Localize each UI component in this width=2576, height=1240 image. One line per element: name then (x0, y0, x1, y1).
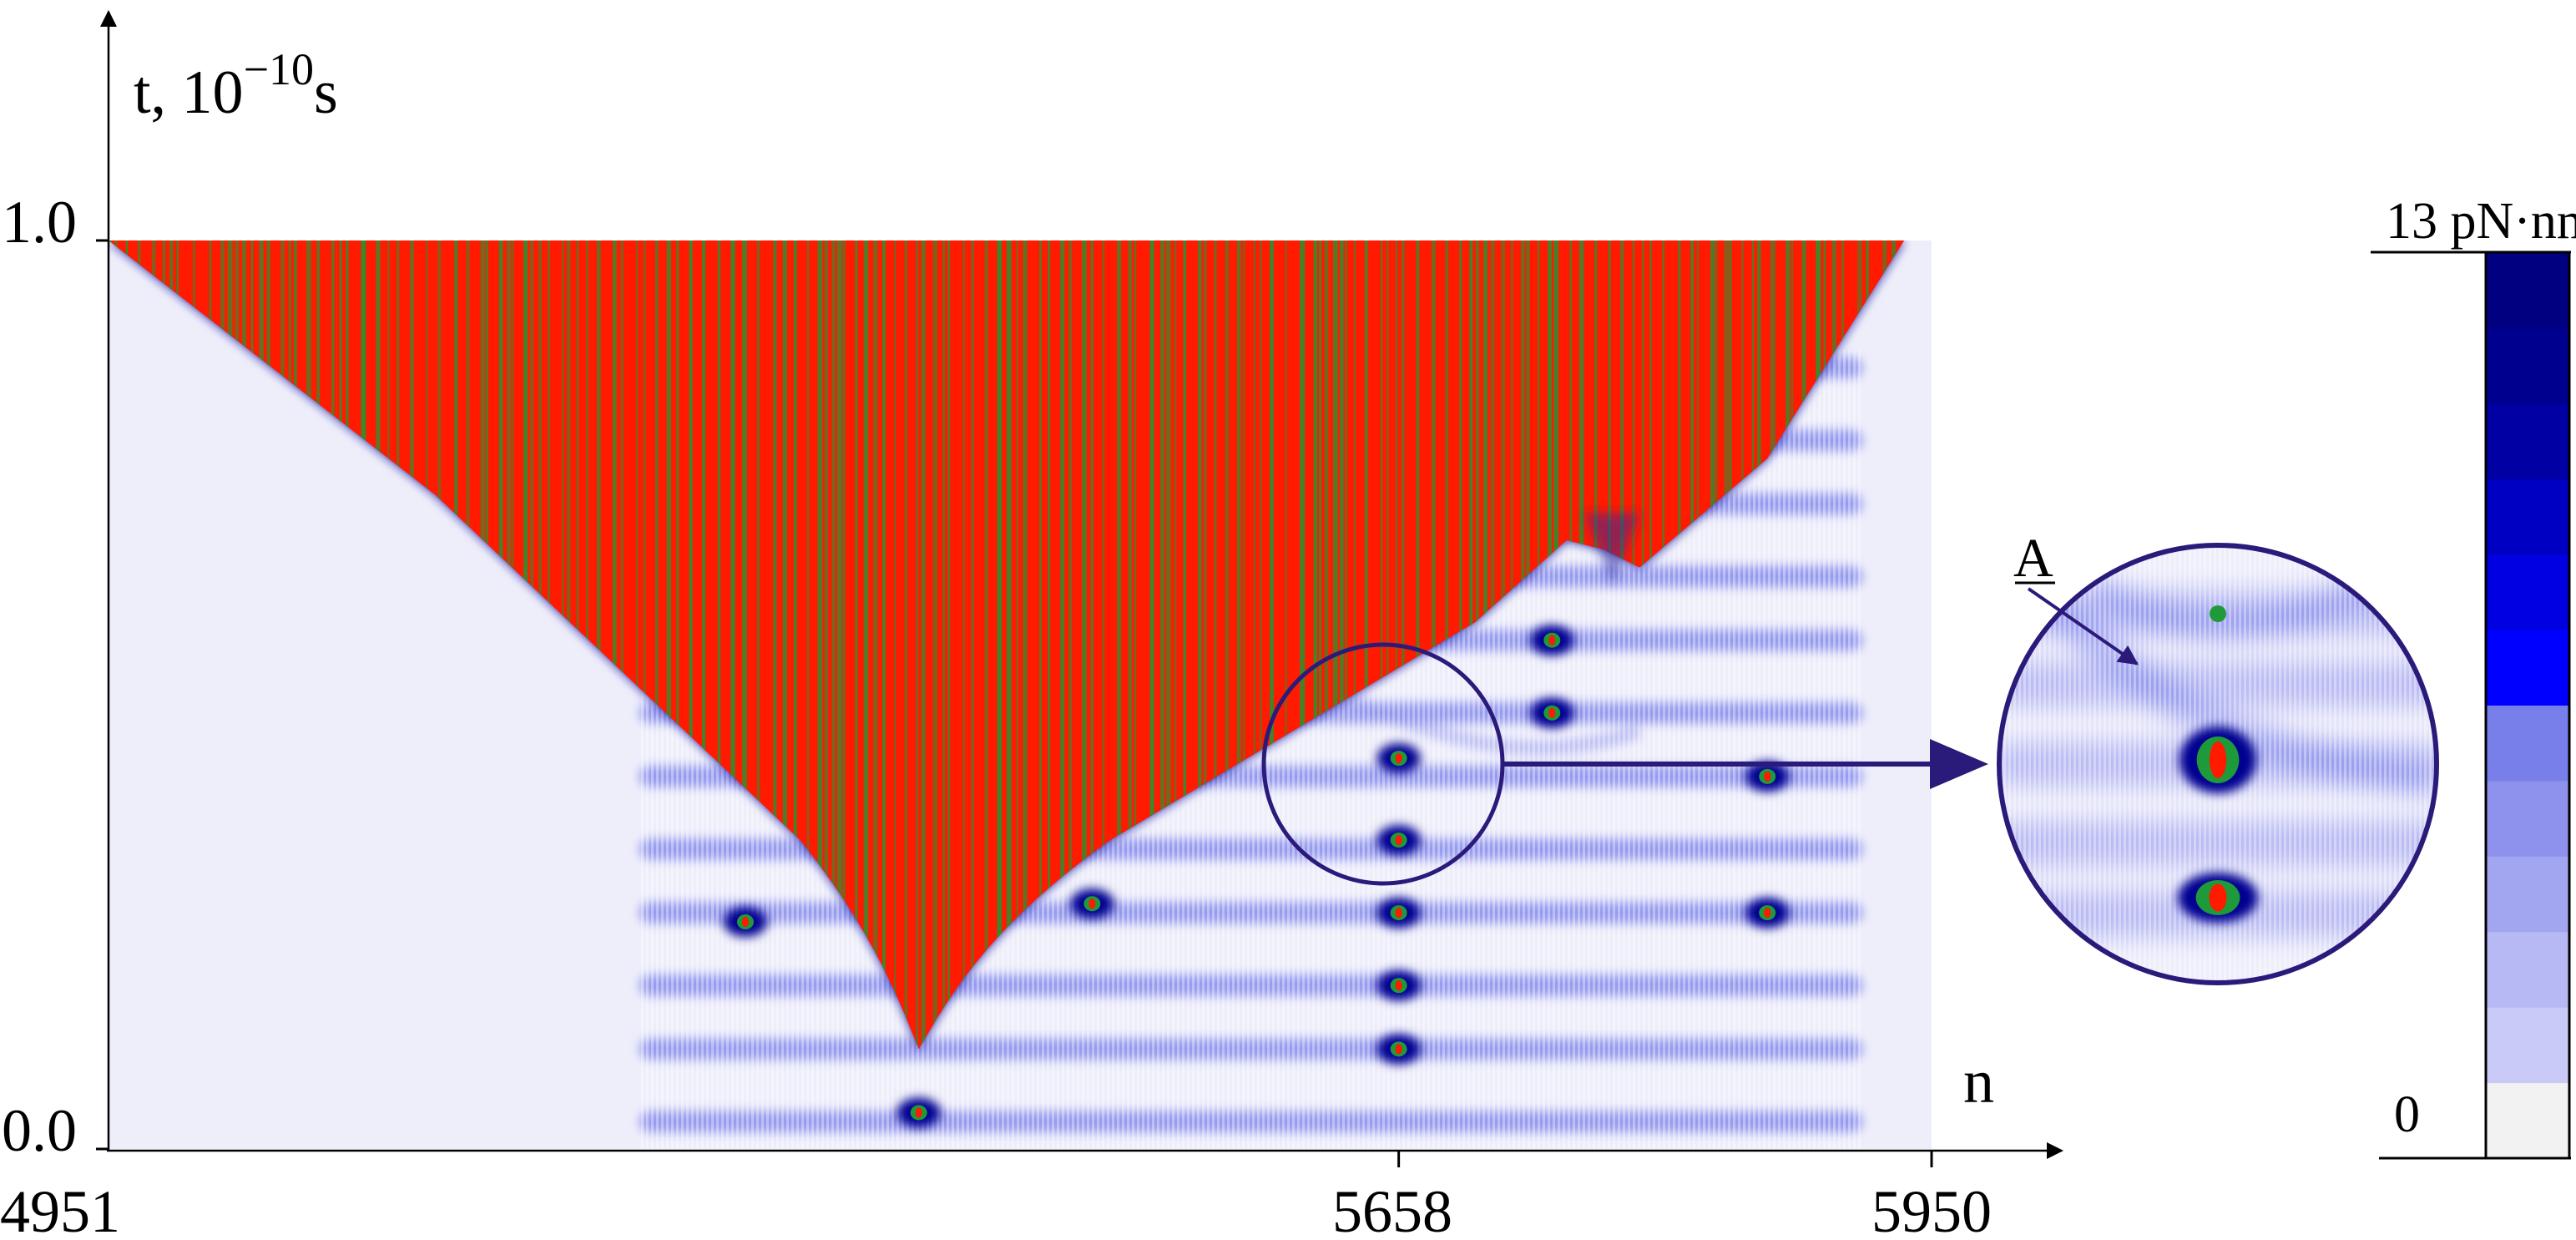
hotspot (723, 907, 767, 937)
colorbar-swatch (2486, 931, 2569, 1008)
x-tick-label-right: 5950 (1871, 1178, 1992, 1240)
zoom-label-pointer (2027, 587, 2139, 666)
colorbar-swatch (2486, 705, 2569, 782)
hotspot-layer (723, 625, 1790, 1128)
colorbar-swatch (2486, 780, 2569, 857)
hotspot (1376, 743, 1421, 774)
zoom-inset (1999, 545, 2437, 983)
hotspot (1376, 1034, 1421, 1065)
y-axis-label: t, 10−10s (134, 44, 338, 127)
zoom-label-a: A (2013, 528, 2053, 589)
colorbar-swatch (2486, 1082, 2569, 1159)
zoom-hotspot (2178, 873, 2258, 923)
hotspot (1376, 825, 1421, 856)
hotspot (1745, 898, 1790, 929)
colorbar-max-label: 13 pN·nm (2386, 193, 2576, 250)
zoom-hotspot (2179, 726, 2256, 793)
colorbar-swatch (2486, 478, 2569, 555)
x-tick-label-left: 4951 (0, 1178, 120, 1240)
x-tick-label-middle: 5658 (1332, 1178, 1452, 1240)
colorbar-swatch (2486, 554, 2569, 630)
colorbar-swatch (2486, 402, 2569, 479)
colorbar-swatch (2486, 856, 2569, 933)
y-tick-label-bottom: 0.0 (2, 1097, 77, 1164)
colorbar-swatch (2486, 630, 2569, 706)
hotspot (1376, 970, 1421, 1001)
zoom-connector-arrowhead (1930, 739, 1988, 789)
zoom-inset-border (1997, 543, 2439, 985)
hotspot (1530, 697, 1574, 728)
hotspot (1745, 761, 1790, 792)
axis-ticks (96, 239, 1933, 1167)
colorbar-min-label: 0 (2394, 1086, 2420, 1143)
y-tick-label-top: 1.0 (2, 189, 77, 256)
colorbar (2484, 251, 2571, 1160)
colorbar-swatch (2486, 1007, 2569, 1084)
zoom-small-spot (2210, 605, 2226, 622)
colorbar-swatch (2486, 252, 2569, 328)
hotspot (1070, 888, 1114, 919)
notch-edge (1584, 513, 1640, 586)
hotspot (1376, 898, 1421, 929)
hotspot (897, 1097, 941, 1128)
x-axis-label: n (1963, 1048, 1994, 1116)
hotspot (1530, 625, 1574, 655)
colorbar-swatch (2486, 327, 2569, 404)
